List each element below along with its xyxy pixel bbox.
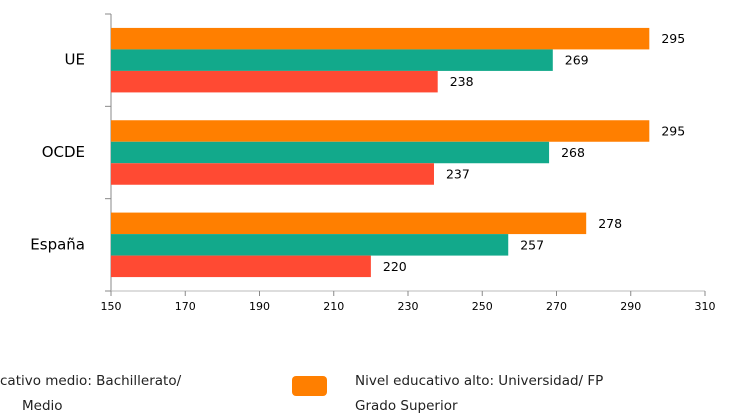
value-label: 237: [446, 167, 470, 182]
bar: [111, 163, 434, 185]
legend-label: Medio: [22, 398, 63, 414]
x-tick-label: 270: [546, 300, 567, 313]
category-label: España: [30, 235, 85, 253]
bar: [111, 120, 650, 142]
value-label: 295: [661, 124, 685, 139]
x-tick-label: 170: [175, 300, 196, 313]
bar: [111, 141, 550, 164]
bar: [111, 255, 371, 278]
bar: [111, 49, 553, 71]
category-label: OCDE: [42, 143, 85, 161]
value-label: 220: [383, 259, 407, 274]
x-tick-label: 250: [472, 300, 493, 313]
value-label: 257: [520, 237, 544, 252]
value-label: 269: [565, 53, 589, 68]
value-label: 238: [450, 74, 474, 89]
x-tick-label: 150: [101, 300, 122, 313]
legend-label: Nivel educativo alto: Universidad/ FP: [355, 373, 603, 389]
value-label: 268: [561, 145, 585, 160]
x-tick-label: 190: [249, 300, 270, 313]
value-label: 295: [661, 31, 685, 46]
x-tick-label: 230: [398, 300, 419, 313]
legend-swatch: [292, 376, 327, 396]
bar: [111, 234, 509, 256]
legend-label: Grado Superior: [355, 398, 458, 414]
value-label: 278: [598, 216, 622, 231]
bar: [111, 70, 438, 93]
bar: [111, 27, 650, 50]
x-tick-label: 310: [695, 300, 716, 313]
legend-label: cativo medio: Bachillerato/: [0, 373, 182, 389]
bar: [111, 212, 587, 235]
x-tick-label: 290: [620, 300, 641, 313]
category-label: UE: [65, 51, 85, 69]
x-tick-label: 210: [323, 300, 344, 313]
